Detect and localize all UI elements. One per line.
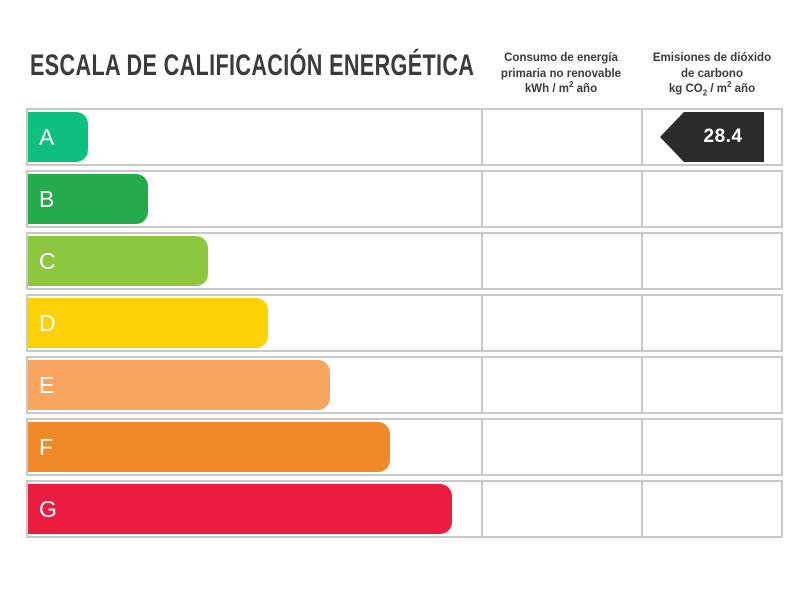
consumption-value-cell [481, 358, 641, 412]
consumption-header-unit: kWh / m2 año [524, 80, 598, 95]
rating-bar-cell: B [28, 172, 481, 226]
consumption-value-cell [481, 110, 641, 164]
rating-row: B [26, 170, 783, 228]
consumption-header-line2: primaria no renovable [500, 67, 622, 80]
rating-bar-cell: D [28, 296, 481, 350]
rating-bar: D [28, 298, 268, 348]
rating-row: G [26, 480, 783, 538]
emissions-header-line2: de carbono [681, 67, 743, 80]
rating-letter: E [39, 371, 55, 398]
marker-value: 28.4 [703, 126, 743, 147]
rating-bar-cell: A [28, 110, 481, 164]
emissions-value-cell: 28.4 [641, 110, 781, 164]
rating-bar: G [28, 484, 452, 534]
rating-bar: A [28, 112, 88, 162]
emissions-value-cell [641, 482, 781, 536]
rating-table: A 28.4 B C [26, 108, 783, 538]
rating-row: A 28.4 [26, 108, 783, 166]
rating-bar: F [28, 422, 390, 472]
consumption-header-line1: Consumo de energía [504, 52, 618, 64]
rating-letter: B [39, 185, 55, 212]
rating-row: D [26, 294, 783, 352]
emissions-value-cell [641, 358, 781, 412]
rating-letter: G [39, 495, 57, 522]
consumption-value-cell [481, 172, 641, 226]
emissions-header-unit: kg CO2 / m2 año [668, 80, 756, 98]
rating-row: E [26, 356, 783, 414]
rating-bar: C [28, 236, 208, 286]
rating-letter: C [39, 247, 56, 274]
rating-bar-cell: G [28, 482, 481, 536]
emissions-header-line1: Emisiones de dióxido [652, 52, 772, 64]
rating-bar: B [28, 174, 148, 224]
page-title: ESCALA DE CALIFICACIÓN ENERGÉTICA [30, 49, 475, 82]
consumption-value-cell [481, 420, 641, 474]
rating-bar-cell: C [28, 234, 481, 288]
emissions-value-cell [641, 234, 781, 288]
consumption-column-header: Consumo de energía primaria no renovable… [476, 51, 646, 98]
consumption-value-cell [481, 234, 641, 288]
rating-bar-cell: E [28, 358, 481, 412]
rating-bar: E [28, 360, 330, 410]
emissions-value-cell [641, 296, 781, 350]
rating-row: F [26, 418, 783, 476]
rating-row: C [26, 232, 783, 290]
emissions-column-header: Emisiones de dióxido de carbono kg CO2 /… [627, 51, 797, 98]
emissions-marker: 28.4 [660, 112, 764, 162]
rating-bar-cell: F [28, 420, 481, 474]
rating-letter: F [39, 433, 54, 460]
rating-letter: A [39, 123, 55, 150]
emissions-value-cell [641, 420, 781, 474]
consumption-value-cell [481, 482, 641, 536]
consumption-value-cell [481, 296, 641, 350]
emissions-value-cell [641, 172, 781, 226]
rating-letter: D [39, 309, 56, 336]
